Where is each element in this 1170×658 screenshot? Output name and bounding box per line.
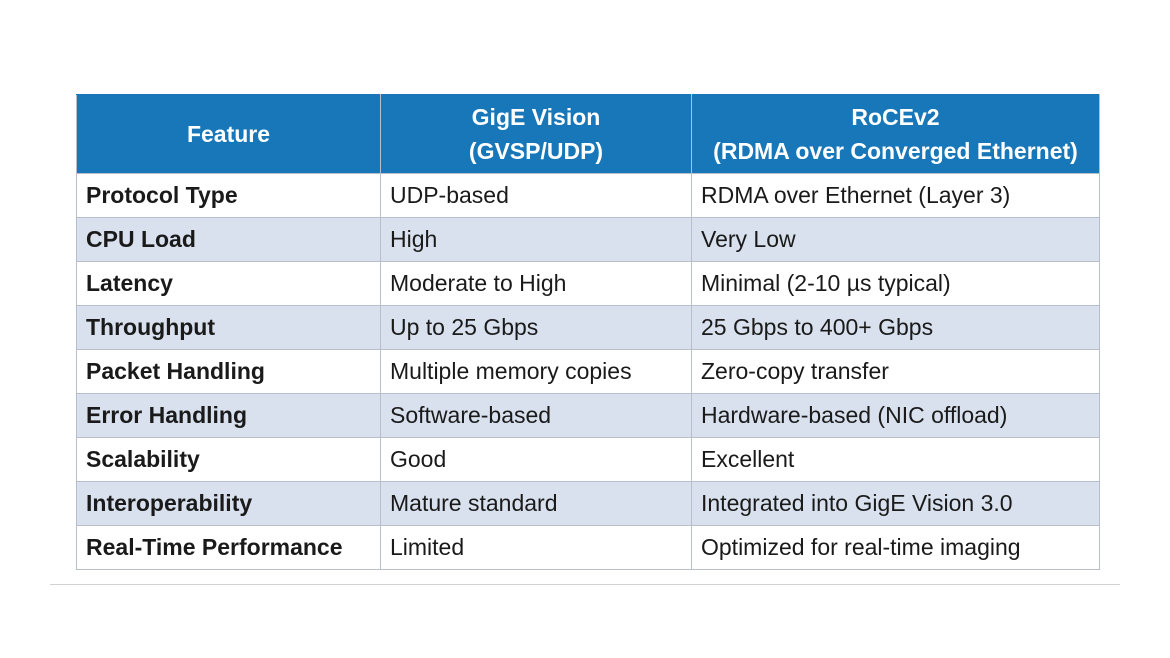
header-rocev2-title: RoCEv2	[851, 104, 940, 130]
header-rocev2-subtitle: (RDMA over Converged Ethernet)	[713, 138, 1078, 164]
header-gige-subtitle: (GVSP/UDP)	[468, 138, 604, 164]
rocev2-cell: Integrated into GigE Vision 3.0	[691, 481, 1100, 526]
feature-cell: Latency	[76, 261, 381, 306]
gige-cell: Up to 25 Gbps	[380, 305, 692, 350]
rocev2-cell: Very Low	[691, 217, 1100, 262]
table-row: Real-Time Performance Limited Optimized …	[76, 525, 1100, 570]
rocev2-cell: RDMA over Ethernet (Layer 3)	[691, 173, 1100, 218]
table-row: Scalability Good Excellent	[76, 437, 1100, 482]
table-row: Packet Handling Multiple memory copies Z…	[76, 349, 1100, 394]
gige-cell: Good	[380, 437, 692, 482]
gige-cell: Multiple memory copies	[380, 349, 692, 394]
table-row: CPU Load High Very Low	[76, 217, 1100, 262]
gige-cell: Software-based	[380, 393, 692, 438]
feature-cell: Packet Handling	[76, 349, 381, 394]
table-row: Error Handling Software-based Hardware-b…	[76, 393, 1100, 438]
feature-cell: Error Handling	[76, 393, 381, 438]
table-row: Throughput Up to 25 Gbps 25 Gbps to 400+…	[76, 305, 1100, 350]
header-gige-title: GigE Vision	[471, 104, 601, 130]
gige-cell: Moderate to High	[380, 261, 692, 306]
header-feature: Feature	[76, 94, 381, 174]
rocev2-cell: Excellent	[691, 437, 1100, 482]
table-row: Latency Moderate to High Minimal (2-10 µ…	[76, 261, 1100, 306]
rocev2-cell: Zero-copy transfer	[691, 349, 1100, 394]
table-row: Interoperability Mature standard Integra…	[76, 481, 1100, 526]
feature-cell: Scalability	[76, 437, 381, 482]
table-row: Protocol Type UDP-based RDMA over Ethern…	[76, 173, 1100, 218]
gige-cell: Limited	[380, 525, 692, 570]
feature-cell: Interoperability	[76, 481, 381, 526]
header-feature-label: Feature	[186, 121, 271, 147]
rocev2-cell: 25 Gbps to 400+ Gbps	[691, 305, 1100, 350]
gige-cell: High	[380, 217, 692, 262]
header-gige-vision: GigE Vision (GVSP/UDP)	[380, 94, 692, 174]
rocev2-cell: Hardware-based (NIC offload)	[691, 393, 1100, 438]
header-row: Feature GigE Vision (GVSP/UDP) RoCEv2 (R…	[76, 94, 1100, 174]
feature-cell: Protocol Type	[76, 173, 381, 218]
feature-cell: Real-Time Performance	[76, 525, 381, 570]
gige-cell: UDP-based	[380, 173, 692, 218]
gige-cell: Mature standard	[380, 481, 692, 526]
feature-cell: CPU Load	[76, 217, 381, 262]
header-rocev2: RoCEv2 (RDMA over Converged Ethernet)	[691, 94, 1100, 174]
bottom-divider	[50, 584, 1120, 585]
rocev2-cell: Optimized for real-time imaging	[691, 525, 1100, 570]
feature-cell: Throughput	[76, 305, 381, 350]
comparison-table: Feature GigE Vision (GVSP/UDP) RoCEv2 (R…	[76, 94, 1100, 570]
rocev2-cell: Minimal (2-10 µs typical)	[691, 261, 1100, 306]
